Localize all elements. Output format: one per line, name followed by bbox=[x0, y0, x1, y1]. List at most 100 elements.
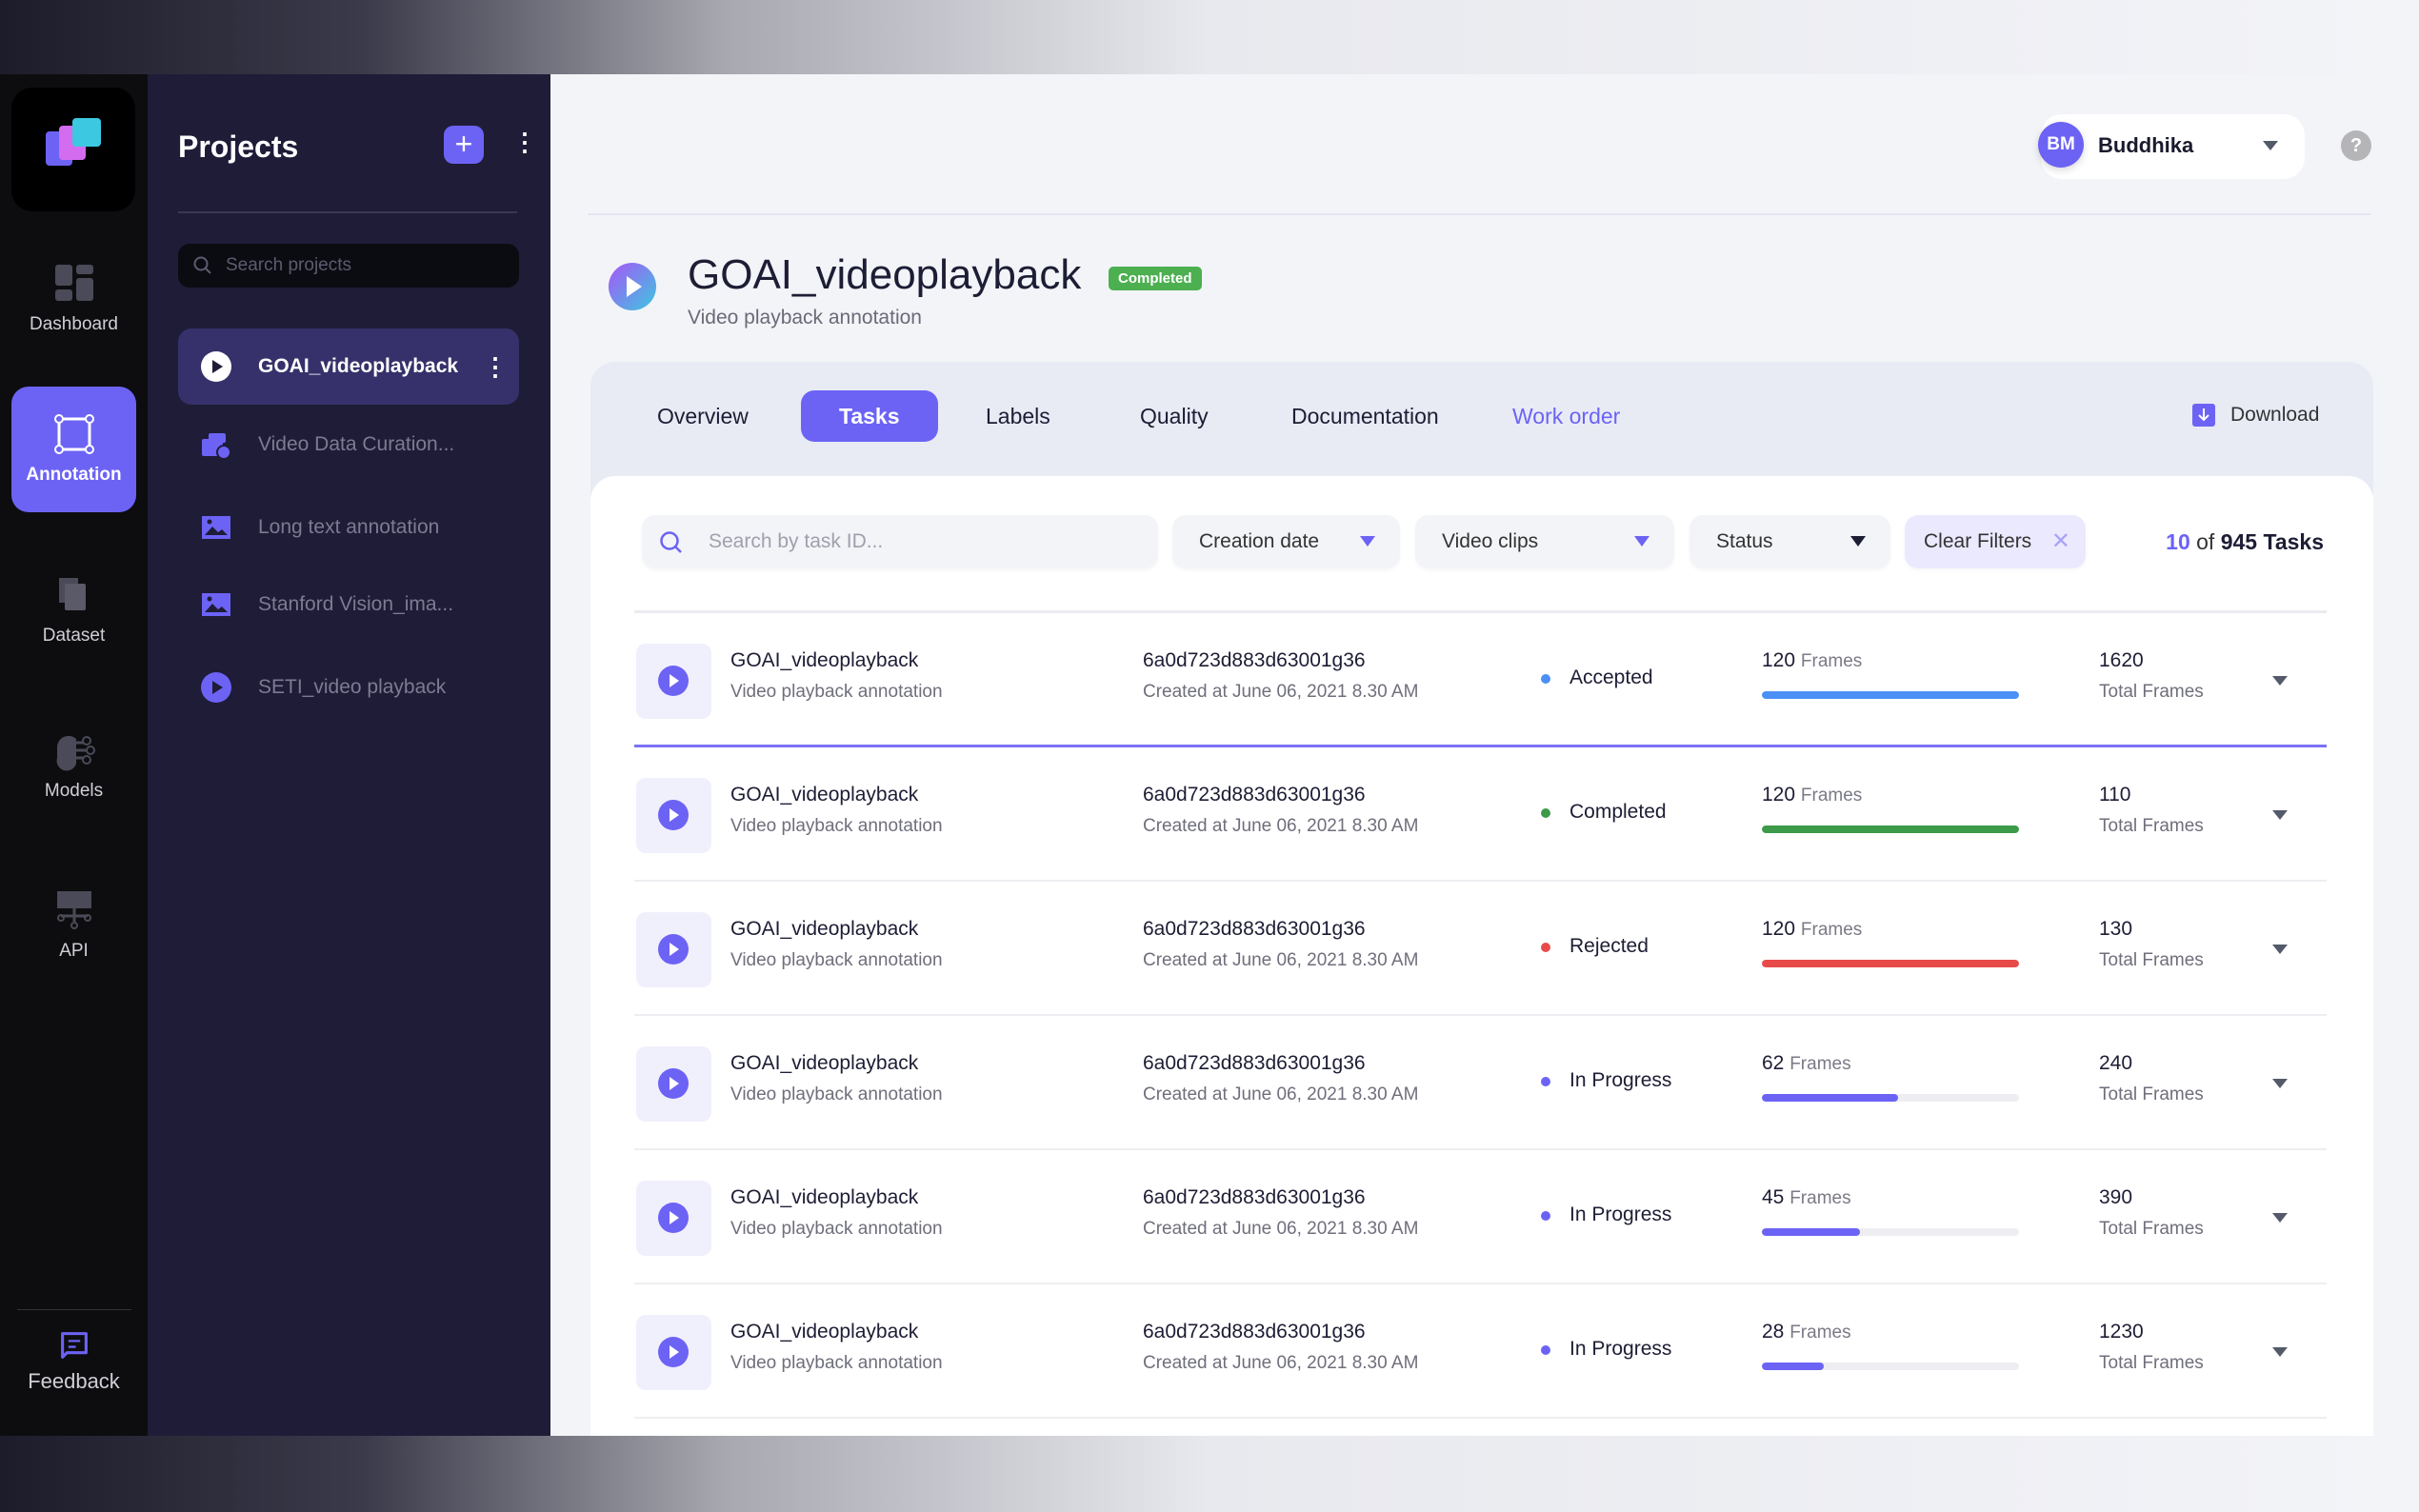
project-menu-icon[interactable]: ⋮ bbox=[483, 352, 508, 381]
tab-tasks[interactable]: Tasks bbox=[801, 390, 938, 442]
table-row[interactable]: GOAI_videoplayback Video playback annota… bbox=[634, 1284, 2327, 1419]
frames-count: 45 bbox=[1762, 1186, 1785, 1208]
status-dot bbox=[1541, 808, 1550, 818]
help-icon[interactable]: ? bbox=[2341, 130, 2371, 161]
table-row[interactable]: GOAI_videoplayback Video playback annota… bbox=[634, 613, 2327, 747]
rail-item-models[interactable]: Models bbox=[11, 703, 136, 828]
tab-labels[interactable]: Labels bbox=[986, 404, 1050, 428]
progress-bar bbox=[1762, 1094, 2019, 1102]
table-row[interactable]: GOAI_videoplayback Video playback annota… bbox=[634, 747, 2327, 882]
video-clips-filter[interactable]: Video clips bbox=[1415, 515, 1674, 568]
bounding-box-icon bbox=[53, 414, 94, 454]
rail-item-api[interactable]: API bbox=[11, 863, 136, 988]
task-description: Video playback annotation bbox=[730, 1219, 943, 1239]
project-item[interactable]: Long text annotation bbox=[178, 489, 519, 566]
project-item[interactable]: Stanford Vision_ima... bbox=[178, 567, 519, 643]
task-created: Created at June 06, 2021 8.30 AM bbox=[1143, 950, 1419, 970]
app-logo[interactable] bbox=[11, 88, 135, 211]
progress-bar bbox=[1762, 691, 2019, 699]
avatar[interactable]: BM bbox=[2038, 122, 2084, 168]
rail-item-annotation[interactable]: Annotation bbox=[11, 387, 136, 512]
expand-chevron-icon[interactable] bbox=[2272, 945, 2288, 954]
task-id: 6a0d723d883d63001g36 bbox=[1143, 1321, 1366, 1343]
project-item[interactable]: Video Data Curation... bbox=[178, 407, 519, 483]
task-frames: 45 Frames bbox=[1762, 1186, 1851, 1209]
table-row[interactable]: GOAI_videoplayback Video playback annota… bbox=[634, 882, 2327, 1016]
task-count: 10 of 945 Tasks bbox=[2166, 529, 2324, 555]
task-created: Created at June 06, 2021 8.30 AM bbox=[1143, 1353, 1419, 1373]
task-created: Created at June 06, 2021 8.30 AM bbox=[1143, 1219, 1419, 1239]
table-row[interactable]: GOAI_videoplayback Video playback annota… bbox=[634, 1150, 2327, 1284]
projects-menu-icon[interactable]: ⋮ bbox=[512, 128, 537, 156]
task-name: GOAI_videoplayback bbox=[730, 649, 919, 671]
expand-chevron-icon[interactable] bbox=[2272, 676, 2288, 686]
task-description: Video playback annotation bbox=[730, 682, 943, 702]
download-button[interactable]: Download bbox=[2192, 404, 2319, 427]
total-frames: 1230 bbox=[2099, 1321, 2144, 1343]
download-label: Download bbox=[2230, 404, 2320, 426]
project-label: Video Data Curation... bbox=[258, 433, 455, 455]
task-created: Created at June 06, 2021 8.30 AM bbox=[1143, 816, 1419, 836]
expand-chevron-icon[interactable] bbox=[2272, 1347, 2288, 1357]
rail-label: Dashboard bbox=[30, 314, 118, 334]
status-badge: Completed bbox=[1109, 267, 1202, 290]
task-status: Accepted bbox=[1569, 666, 1653, 688]
task-id: 6a0d723d883d63001g36 bbox=[1143, 784, 1366, 806]
play-icon bbox=[201, 351, 231, 382]
user-menu[interactable] bbox=[2041, 114, 2305, 179]
project-item[interactable]: GOAI_videoplayback ⋮ bbox=[178, 328, 519, 405]
play-icon bbox=[658, 666, 689, 696]
total-frames: 110 bbox=[2099, 784, 2131, 806]
feedback-button[interactable]: Feedback bbox=[11, 1312, 136, 1407]
status-filter[interactable]: Status bbox=[1689, 515, 1890, 568]
image-icon bbox=[202, 516, 230, 539]
search-projects-input[interactable]: Search projects bbox=[178, 244, 519, 288]
task-name: GOAI_videoplayback bbox=[730, 918, 919, 940]
project-label: Long text annotation bbox=[258, 516, 440, 538]
project-label: SETI_video playback bbox=[258, 676, 447, 698]
rail-label: Models bbox=[44, 781, 104, 801]
task-status: Completed bbox=[1569, 801, 1667, 823]
expand-chevron-icon[interactable] bbox=[2272, 1079, 2288, 1088]
task-name: GOAI_videoplayback bbox=[730, 1052, 919, 1074]
chevron-down-icon bbox=[1360, 536, 1375, 547]
search-icon bbox=[193, 256, 211, 274]
tab-documentation[interactable]: Documentation bbox=[1291, 404, 1439, 428]
expand-chevron-icon[interactable] bbox=[2272, 1213, 2288, 1223]
frames-count: 120 bbox=[1762, 649, 1796, 671]
project-item[interactable]: SETI_video playback bbox=[178, 649, 519, 726]
rail-item-dataset[interactable]: Dataset bbox=[11, 547, 136, 673]
project-label: Stanford Vision_ima... bbox=[258, 593, 454, 615]
frames-label: Frames bbox=[1800, 920, 1863, 940]
clear-filters-button[interactable]: Clear Filters ✕ bbox=[1905, 515, 2086, 568]
task-description: Video playback annotation bbox=[730, 950, 943, 970]
play-icon bbox=[658, 800, 689, 830]
total-frames: 130 bbox=[2099, 918, 2133, 940]
table-row[interactable]: GOAI_videoplayback Video playback annota… bbox=[634, 1016, 2327, 1150]
progress-fill bbox=[1762, 1228, 1860, 1236]
video-curation-icon bbox=[202, 433, 231, 460]
table-divider bbox=[634, 610, 2327, 613]
frames-count: 62 bbox=[1762, 1052, 1785, 1074]
tab-work-order[interactable]: Work order bbox=[1512, 404, 1621, 428]
user-name[interactable]: Buddhika bbox=[2098, 133, 2194, 157]
status-dot bbox=[1541, 943, 1550, 952]
creation-date-filter[interactable]: Creation date bbox=[1172, 515, 1400, 568]
status-dot bbox=[1541, 1211, 1550, 1221]
task-status: In Progress bbox=[1569, 1069, 1672, 1091]
total-frames: 240 bbox=[2099, 1052, 2133, 1074]
add-project-button[interactable]: + bbox=[444, 126, 484, 164]
projects-title: Projects bbox=[178, 129, 299, 164]
task-search-input[interactable]: Search by task ID... bbox=[642, 515, 1158, 568]
rail-item-dashboard[interactable]: Dashboard bbox=[11, 236, 136, 362]
tab-overview[interactable]: Overview bbox=[657, 404, 749, 428]
status-dot bbox=[1541, 1077, 1550, 1086]
api-icon bbox=[56, 891, 91, 929]
progress-bar bbox=[1762, 1228, 2019, 1236]
download-icon bbox=[2192, 404, 2215, 427]
total-frames-label: Total Frames bbox=[2099, 1084, 2204, 1104]
progress-bar bbox=[1762, 826, 2019, 833]
task-frames: 120 Frames bbox=[1762, 649, 1862, 672]
expand-chevron-icon[interactable] bbox=[2272, 810, 2288, 820]
tab-quality[interactable]: Quality bbox=[1140, 404, 1209, 428]
